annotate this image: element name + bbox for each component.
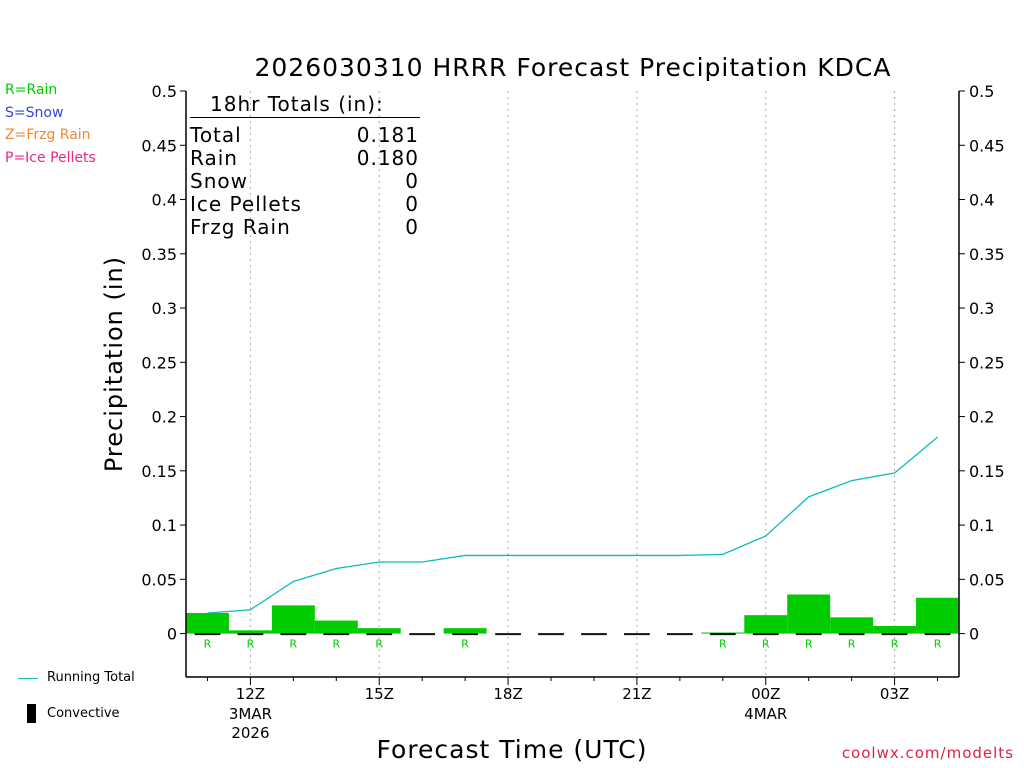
- chart-title: 2026030310 HRRR Forecast Precipitation K…: [254, 53, 891, 82]
- x-tick-sublabel: 3MAR: [229, 705, 272, 723]
- rain-bar: [787, 594, 831, 634]
- ptype-marker: R: [848, 638, 856, 651]
- rain-bar: [228, 630, 272, 634]
- plot-area: R R R R R R R R R R R R0 00.05 0.050.1 0.10.15 0.150.2 0…: [141, 82, 1004, 742]
- rain-bar: [357, 628, 401, 634]
- y-tick-label-left: 0.05: [141, 570, 177, 589]
- y-tick-label-right: 0.15: [969, 462, 1005, 481]
- y-tick-label-right: 0.35: [969, 245, 1005, 264]
- legend-frzg-rain: Z=Frzg Rain: [5, 127, 91, 143]
- y-tick-label-right: 0.3: [969, 299, 994, 318]
- totals-header: 18hr Totals (in):: [210, 92, 384, 116]
- ptype-marker: R: [934, 638, 942, 651]
- ptype-marker: R: [332, 638, 340, 651]
- x-tick-label: 03Z: [880, 685, 909, 703]
- ptype-marker: R: [891, 638, 899, 651]
- ptype-marker: R: [762, 638, 770, 651]
- y-axis-label: Precipitation (in): [100, 256, 128, 472]
- totals-row-label: Rain: [190, 146, 238, 170]
- ptype-marker: R: [461, 638, 469, 651]
- rain-bar: [830, 617, 874, 634]
- running-total-line: [207, 436, 938, 614]
- rain-bar: [744, 615, 788, 634]
- rain-bar: [873, 625, 917, 634]
- y-tick-label-left: 0.2: [152, 408, 177, 427]
- y-tick-label-right: 0.05: [969, 570, 1005, 589]
- x-tick-sublabel: 2026: [231, 724, 269, 742]
- ptype-marker: R: [375, 638, 383, 651]
- y-tick-label-right: 0.2: [969, 408, 994, 427]
- legend-rain: R=Rain: [5, 82, 58, 98]
- x-tick-label: 18Z: [493, 685, 522, 703]
- y-tick-label-left: 0.1: [152, 516, 177, 535]
- convective-legend: Convective: [47, 706, 120, 721]
- legend-snow: S=Snow: [5, 105, 64, 121]
- x-tick-label: 00Z: [751, 685, 780, 703]
- x-tick-label: 21Z: [622, 685, 651, 703]
- running-total-legend-line: [18, 678, 38, 679]
- y-tick-label-right: 0.1: [969, 516, 994, 535]
- y-tick-label-right: 0.25: [969, 353, 1005, 372]
- totals-row-value: 0: [405, 192, 419, 216]
- rain-bar: [271, 605, 315, 634]
- running-total-legend: Running Total: [47, 670, 135, 685]
- totals-row-value: 0: [405, 169, 419, 193]
- y-tick-label-left: 0.3: [152, 299, 177, 318]
- rain-bar: [701, 632, 745, 634]
- y-tick-label-right: 0.4: [969, 191, 994, 210]
- y-tick-label-right: 0.5: [969, 82, 994, 101]
- y-tick-label-left: 0.4: [152, 191, 177, 210]
- totals-row-value: 0.180: [356, 146, 419, 170]
- y-tick-label-left: 0.45: [141, 136, 177, 155]
- y-tick-label-left: 0.25: [141, 353, 177, 372]
- y-tick-label-right: 0.45: [969, 136, 1005, 155]
- x-tick-label: 15Z: [365, 685, 394, 703]
- rain-bar: [186, 612, 229, 634]
- rain-bar: [916, 597, 959, 634]
- legend-ice-pellets: P=Ice Pellets: [5, 150, 96, 166]
- ptype-marker: R: [719, 638, 727, 651]
- watermark: coolwx.com/modelts: [841, 744, 1014, 762]
- ptype-marker: R: [204, 638, 212, 651]
- totals-row-value: 0: [405, 215, 419, 239]
- ptype-marker: R: [247, 638, 255, 651]
- totals-header-underline: [190, 117, 420, 118]
- y-tick-label-left: 0.35: [141, 245, 177, 264]
- totals-row-value: 0.181: [356, 123, 419, 147]
- ptype-marker: R: [290, 638, 298, 651]
- y-tick-label-left: 0: [167, 625, 177, 644]
- y-tick-label-right: 0: [969, 625, 979, 644]
- x-axis-label: Forecast Time (UTC): [377, 735, 648, 764]
- x-tick-sublabel: 4MAR: [744, 705, 787, 723]
- y-tick-label-left: 0.15: [141, 462, 177, 481]
- totals-row-label: Ice Pellets: [190, 192, 302, 216]
- y-tick-label-left: 0.5: [152, 82, 177, 101]
- ptype-marker: R: [805, 638, 813, 651]
- convective-legend-swatch: [27, 704, 36, 723]
- rain-bar: [314, 620, 358, 634]
- x-tick-label: 12Z: [236, 685, 265, 703]
- totals-row-label: Frzg Rain: [190, 215, 291, 239]
- rain-bar: [443, 628, 487, 634]
- totals-row-label: Snow: [190, 169, 248, 193]
- totals-row-label: Total: [190, 123, 242, 147]
